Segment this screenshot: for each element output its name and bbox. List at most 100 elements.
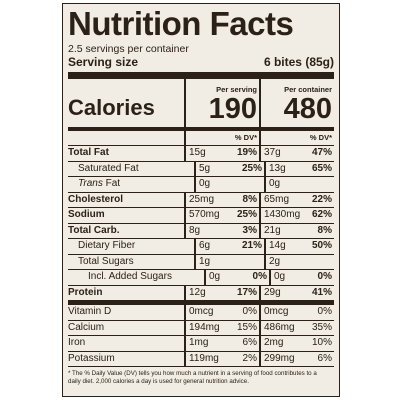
nutrient-name-italic: Trans bbox=[78, 178, 103, 189]
serving-values: 570mg 25% bbox=[184, 208, 259, 223]
serving-amount: 0g bbox=[209, 271, 221, 282]
container-values: 0mcg 0% bbox=[259, 305, 334, 320]
nutrient-name-cell: Cholesterol bbox=[68, 193, 184, 208]
nutrient-name: Iron bbox=[68, 337, 86, 348]
nutrient-name-cell: Total Fat bbox=[68, 146, 184, 161]
nutrient-row: Dietary Fiber 6g 21% 14g 50% bbox=[68, 239, 334, 255]
nutrient-row: Cholesterol 25mg 8% 65mg 22% bbox=[68, 192, 334, 208]
serving-amount: 0g bbox=[199, 178, 211, 189]
container-amount: 1430mg bbox=[264, 209, 301, 220]
nutrient-name: Incl. Added Sugars bbox=[88, 271, 172, 282]
container-amount: 2g bbox=[269, 255, 281, 267]
serving-values: 15g 19% bbox=[184, 146, 259, 161]
nutrient-row: Iron 1mg 6% 2mg 10% bbox=[68, 336, 334, 352]
serving-values: 5g 25% bbox=[194, 161, 264, 176]
per-serving-caption: Per serving bbox=[216, 85, 257, 94]
serving-dv: 21% bbox=[241, 240, 262, 251]
nutrient-name-cell: Total Sugars bbox=[68, 255, 194, 270]
container-amount: 299mg bbox=[264, 352, 295, 364]
nutrient-name: Calcium bbox=[68, 321, 105, 333]
container-values: 0g 0% bbox=[269, 270, 334, 285]
nutrient-name: Dietary Fiber bbox=[78, 240, 136, 251]
nutrient-name-cell: Dietary Fiber bbox=[68, 239, 194, 254]
container-dv: 22% bbox=[311, 193, 332, 205]
serving-amount: 570mg bbox=[189, 209, 220, 220]
serving-dv: 2% bbox=[242, 352, 257, 364]
container-values: 65mg 22% bbox=[259, 192, 334, 207]
serving-dv: 17% bbox=[236, 286, 257, 298]
container-amount: 21g bbox=[264, 224, 281, 236]
nutrient-name-cell: Potassium bbox=[68, 352, 184, 367]
per-serving-header: Per serving 190 bbox=[184, 79, 259, 127]
serving-amount: 15g bbox=[189, 147, 206, 158]
container-values: 2mg 10% bbox=[259, 336, 334, 351]
serving-dv: 0% bbox=[242, 306, 257, 317]
serving-dv: 6% bbox=[242, 337, 257, 348]
nutrient-name-cell: Protein bbox=[68, 286, 184, 301]
calories-per-serving: 190 bbox=[208, 93, 257, 125]
serving-amount: 8g bbox=[189, 224, 201, 236]
container-dv: 65% bbox=[311, 162, 332, 174]
nutrient-name-cell: Vitamin D bbox=[68, 305, 184, 320]
nutrient-name-cell: Total Carb. bbox=[68, 224, 184, 239]
serving-amount: 1mg bbox=[189, 337, 209, 348]
nutrient-name: Vitamin D bbox=[68, 306, 112, 317]
serving-dv: 25% bbox=[241, 162, 262, 174]
serving-values: 194mg 15% bbox=[184, 320, 259, 335]
container-amount: 0g bbox=[269, 178, 281, 189]
nutrient-name: Total Carb. bbox=[68, 224, 120, 236]
container-values: 1430mg 62% bbox=[259, 208, 334, 223]
serving-size-value: 6 bites (85g) bbox=[263, 55, 334, 69]
container-amount: 0mcg bbox=[264, 306, 289, 317]
nutrient-row: Incl. Added Sugars 0g 0% 0g 0% bbox=[68, 270, 334, 286]
calories-block: Calories Per serving 190 Per container 4… bbox=[68, 79, 334, 131]
dv-header-row: % DV* % DV* bbox=[68, 131, 334, 146]
serving-values: 1g bbox=[194, 254, 264, 269]
container-amount: 0g bbox=[274, 271, 286, 282]
container-amount: 486mg bbox=[264, 321, 295, 333]
serving-values: 12g 17% bbox=[184, 285, 259, 300]
container-dv: 10% bbox=[311, 337, 332, 348]
container-amount: 37g bbox=[264, 147, 281, 158]
serving-dv: 15% bbox=[236, 321, 257, 333]
servings-per-container: 2.5 servings per container bbox=[68, 43, 189, 55]
serving-amount: 119mg bbox=[189, 352, 219, 364]
container-amount: 65mg bbox=[264, 193, 290, 205]
serving-amount: 5g bbox=[199, 162, 211, 174]
serving-values: 1mg 6% bbox=[184, 336, 259, 351]
serving-dv: 25% bbox=[236, 209, 257, 220]
container-amount: 13g bbox=[269, 162, 286, 174]
nutrient-table: Total Fat 15g 19% 37g 47% Saturated Fat 5g 25% 1… bbox=[68, 146, 334, 367]
serving-size-row: Serving size 6 bites (85g) bbox=[68, 55, 334, 79]
container-dv: 0% bbox=[317, 306, 332, 317]
serving-amount: 0mcg bbox=[189, 306, 214, 317]
serving-dv: 8% bbox=[242, 193, 257, 205]
nutrient-row: Trans Fat 0g 0g bbox=[68, 177, 334, 193]
serving-dv: 0% bbox=[252, 271, 267, 282]
serving-amount: 25mg bbox=[189, 193, 215, 205]
serving-amount: 12g bbox=[189, 286, 206, 298]
nutrient-row: Saturated Fat 5g 25% 13g 65% bbox=[68, 161, 334, 177]
dv-header-container: % DV* bbox=[259, 131, 334, 145]
calories-label: Calories bbox=[68, 95, 155, 120]
serving-values: 6g 21% bbox=[194, 239, 264, 254]
nutrient-row: Sodium 570mg 25% 1430mg 62% bbox=[68, 208, 334, 224]
nutrient-name-cell: Calcium bbox=[68, 321, 184, 336]
serving-amount: 194mg bbox=[189, 321, 220, 333]
nutrient-name-suffix: Fat bbox=[102, 178, 121, 189]
nutrient-row: Total Fat 15g 19% 37g 47% bbox=[68, 146, 334, 162]
serving-values: 0mcg 0% bbox=[184, 305, 259, 320]
serving-size-label: Serving size bbox=[68, 55, 139, 69]
per-container-caption: Per container bbox=[284, 85, 332, 94]
serving-values: 119mg 2% bbox=[184, 351, 259, 366]
container-amount: 29g bbox=[264, 286, 281, 298]
nutrient-name: Protein bbox=[68, 286, 103, 298]
calories-per-container: 480 bbox=[283, 93, 332, 125]
container-dv: 0% bbox=[317, 271, 332, 282]
nutrient-name-cell: Sodium bbox=[68, 208, 184, 223]
nutrient-name-cell: Saturated Fat bbox=[68, 162, 194, 177]
nutrient-name: Total Fat bbox=[68, 147, 109, 158]
serving-values: 0g 0% bbox=[204, 270, 269, 285]
serving-dv: 19% bbox=[236, 147, 257, 158]
serving-dv: 3% bbox=[242, 224, 257, 236]
